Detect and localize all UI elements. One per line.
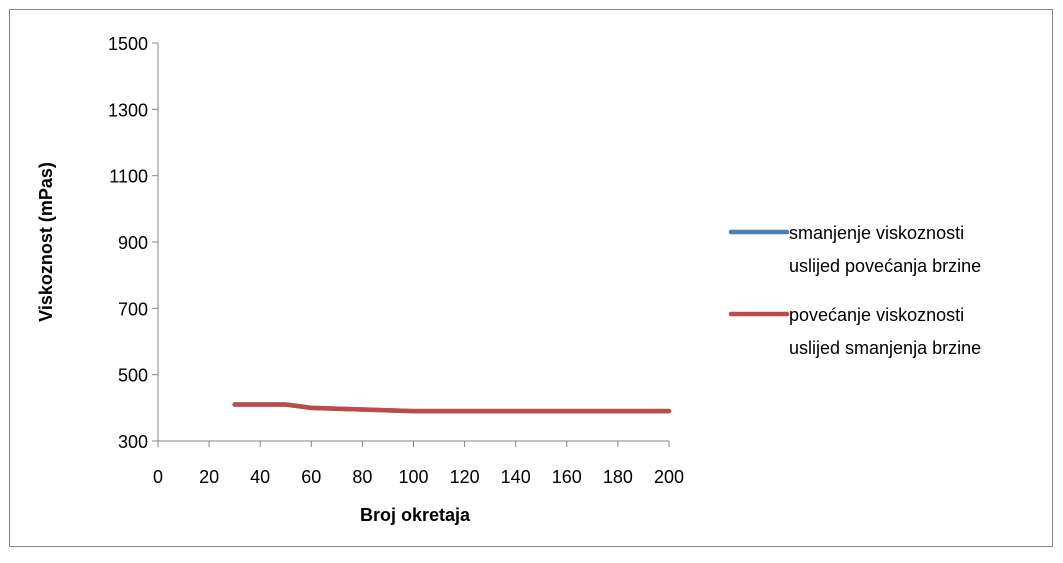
legend-label: povećanje viskoznosti (789, 305, 964, 325)
x-tick-label: 120 (450, 467, 480, 487)
chart-border (10, 10, 1053, 547)
x-tick-label: 100 (398, 467, 428, 487)
legend-label: uslijed smanjenja brzine (789, 338, 981, 358)
y-tick-label: 1300 (108, 100, 148, 120)
y-tick-label: 1100 (109, 167, 148, 187)
y-axis-label: Viskoznost (mPas) (36, 162, 56, 322)
x-tick-label: 180 (603, 467, 633, 487)
x-axis-label: Broj okretaja (360, 505, 471, 525)
x-tick-label: 40 (250, 467, 270, 487)
x-tick-label: 200 (654, 467, 684, 487)
x-tick-label: 20 (199, 467, 219, 487)
legend-label: uslijed povećanja brzine (789, 256, 981, 276)
y-tick-label: 500 (118, 366, 148, 386)
y-tick-label: 1500 (108, 34, 148, 54)
y-tick-label: 900 (118, 233, 148, 253)
x-tick-label: 80 (352, 467, 372, 487)
x-tick-label: 160 (552, 467, 582, 487)
x-tick-label: 0 (153, 467, 163, 487)
x-tick-label: 140 (501, 467, 531, 487)
y-tick-label: 700 (118, 299, 148, 319)
legend-label: smanjenje viskoznosti (789, 223, 964, 243)
y-tick-label: 300 (118, 432, 148, 452)
x-tick-label: 60 (301, 467, 321, 487)
